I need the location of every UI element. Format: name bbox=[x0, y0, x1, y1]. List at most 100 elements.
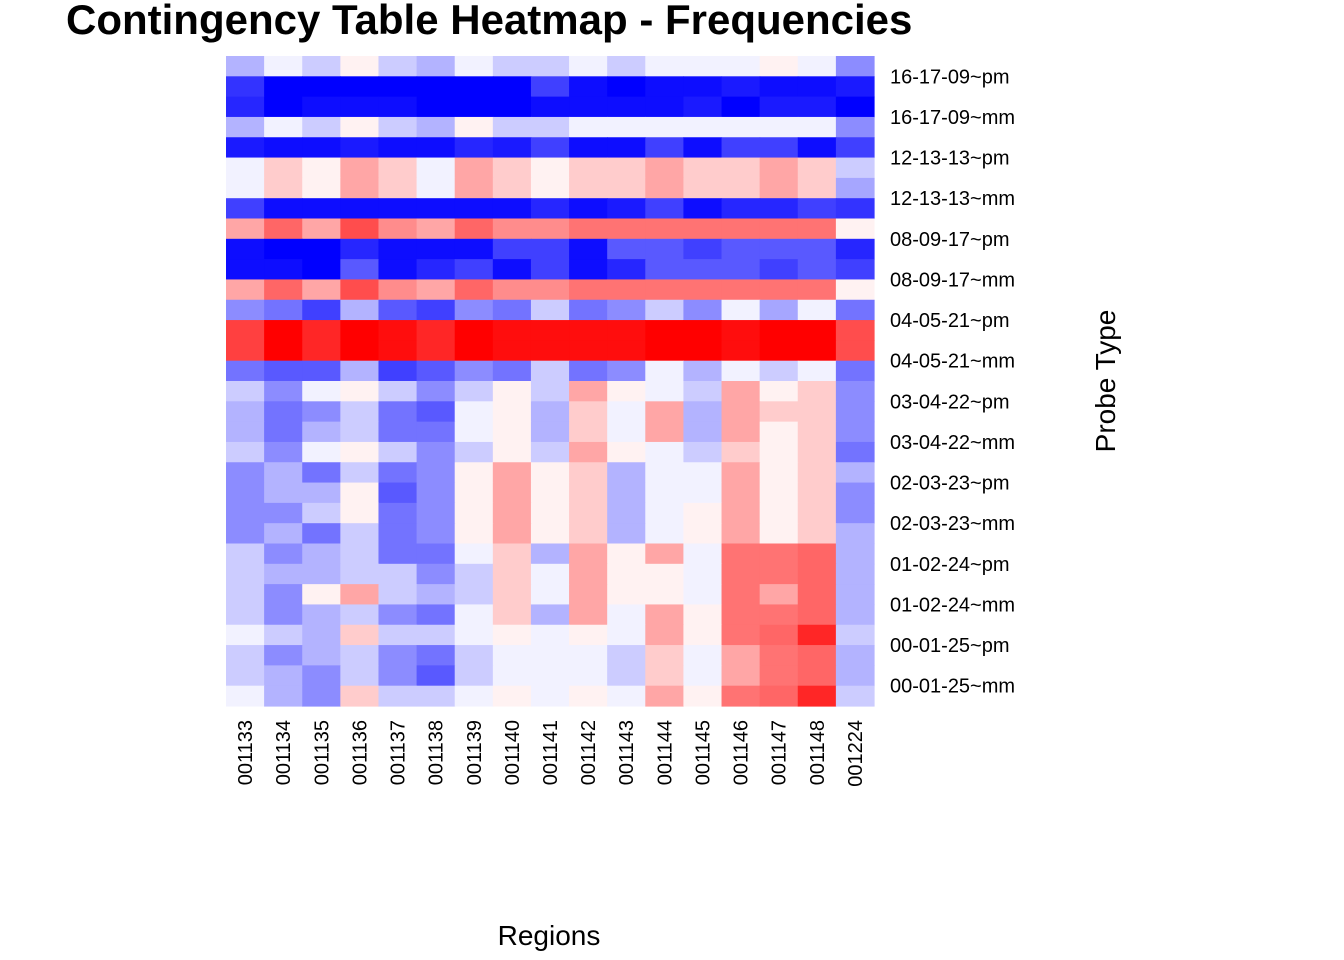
heatmap-cell bbox=[492, 604, 532, 626]
heatmap-cell bbox=[530, 685, 570, 707]
heatmap-cell bbox=[378, 320, 418, 341]
heatmap-cell bbox=[340, 279, 380, 301]
heatmap-cell bbox=[759, 177, 799, 199]
heatmap-cell bbox=[264, 116, 303, 138]
heatmap-cell bbox=[340, 543, 380, 565]
x-tick-label: 001146 bbox=[731, 720, 753, 785]
heatmap-cell bbox=[530, 502, 570, 524]
heatmap-cell bbox=[492, 157, 532, 179]
heatmap-cell bbox=[759, 604, 799, 626]
x-tick-label: 001148 bbox=[807, 720, 829, 785]
heatmap-cell bbox=[416, 502, 456, 524]
heatmap-cell bbox=[454, 137, 494, 159]
heatmap-cell bbox=[378, 96, 418, 118]
heatmap-cell bbox=[454, 299, 494, 321]
heatmap-cell bbox=[492, 340, 532, 362]
heatmap-cell bbox=[492, 523, 532, 545]
heatmap-cell bbox=[302, 320, 341, 341]
x-tick-label: 001139 bbox=[464, 720, 486, 785]
heatmap-cell bbox=[454, 421, 494, 443]
heatmap-cell bbox=[302, 198, 341, 220]
y-tick-label: 12-13-13~mm bbox=[890, 188, 1015, 210]
heatmap-cell bbox=[645, 563, 685, 585]
heatmap-cell bbox=[416, 624, 456, 646]
heatmap-cell bbox=[835, 401, 875, 423]
heatmap-cell bbox=[683, 198, 723, 220]
heatmap-cell bbox=[607, 523, 646, 545]
heatmap-cell bbox=[264, 563, 303, 585]
heatmap-cell bbox=[454, 584, 494, 606]
heatmap-cell bbox=[645, 482, 685, 504]
heatmap-cell bbox=[454, 360, 494, 382]
heatmap-cell bbox=[378, 401, 418, 423]
heatmap-cell bbox=[721, 259, 761, 281]
heatmap-cell bbox=[645, 137, 685, 159]
y-tick-label: 16-17-09~mm bbox=[890, 107, 1015, 129]
heatmap-cell bbox=[530, 299, 570, 321]
x-tick-label: 001133 bbox=[235, 720, 257, 785]
heatmap-cell bbox=[454, 543, 494, 565]
heatmap-cell bbox=[302, 238, 341, 260]
heatmap-cell bbox=[302, 685, 341, 707]
heatmap-cell bbox=[645, 462, 685, 484]
heatmap-cell bbox=[378, 665, 418, 687]
heatmap-cell bbox=[530, 76, 570, 98]
heatmap-cell bbox=[340, 360, 380, 382]
heatmap-cell bbox=[492, 360, 532, 382]
heatmap-cell bbox=[454, 340, 494, 362]
y-tick-label: 03-04-22~pm bbox=[890, 391, 1010, 413]
heatmap-cell bbox=[759, 218, 799, 240]
heatmap-cell bbox=[302, 401, 341, 423]
heatmap-cell bbox=[530, 401, 570, 423]
heatmap-cell bbox=[378, 563, 418, 585]
heatmap-cell bbox=[721, 584, 761, 606]
heatmap-cell bbox=[721, 360, 761, 382]
heatmap-cell bbox=[683, 259, 723, 281]
heatmap-cell bbox=[607, 96, 646, 118]
heatmap-cell bbox=[302, 665, 341, 687]
heatmap-cell bbox=[569, 665, 608, 687]
heatmap-cell bbox=[340, 76, 380, 98]
heatmap-cell bbox=[607, 381, 646, 402]
heatmap-cell bbox=[378, 502, 418, 524]
heatmap-cell bbox=[264, 665, 303, 687]
heatmap-cell bbox=[378, 76, 418, 98]
heatmap-cell bbox=[302, 523, 341, 545]
heatmap-cell bbox=[226, 563, 265, 585]
heatmap-cell bbox=[607, 543, 646, 565]
heatmap-cell bbox=[721, 421, 761, 443]
heatmap-cell bbox=[492, 299, 532, 321]
heatmap-cell bbox=[530, 584, 570, 606]
heatmap-cell bbox=[721, 502, 761, 524]
heatmap-cell bbox=[340, 259, 380, 281]
heatmap-cell bbox=[378, 218, 418, 240]
heatmap-cell bbox=[416, 116, 456, 138]
y-tick-label: 08-09-17~pm bbox=[890, 229, 1010, 251]
heatmap-cell bbox=[340, 401, 380, 423]
heatmap-cell bbox=[797, 177, 837, 199]
heatmap-cell bbox=[492, 56, 532, 77]
heatmap-cell bbox=[759, 76, 799, 98]
heatmap-cell bbox=[797, 76, 837, 98]
heatmap-cell bbox=[302, 177, 341, 199]
heatmap-cell bbox=[835, 177, 875, 199]
heatmap-cell bbox=[683, 421, 723, 443]
heatmap-cell bbox=[683, 177, 723, 199]
heatmap-cell bbox=[530, 665, 570, 687]
heatmap-cell bbox=[797, 665, 837, 687]
heatmap-cell bbox=[340, 645, 380, 666]
heatmap-cell bbox=[569, 76, 608, 98]
heatmap-cell bbox=[302, 157, 341, 179]
heatmap-cell bbox=[569, 401, 608, 423]
chart-title: Contingency Table Heatmap - Frequencies bbox=[66, 0, 912, 43]
heatmap-cell bbox=[645, 279, 685, 301]
heatmap-cell bbox=[530, 360, 570, 382]
heatmap-cell bbox=[454, 320, 494, 341]
heatmap-cell bbox=[835, 320, 875, 341]
heatmap-cell bbox=[721, 238, 761, 260]
heatmap-cell bbox=[226, 624, 265, 646]
heatmap-cell bbox=[683, 563, 723, 585]
heatmap-cell bbox=[530, 482, 570, 504]
heatmap-cell bbox=[340, 584, 380, 606]
